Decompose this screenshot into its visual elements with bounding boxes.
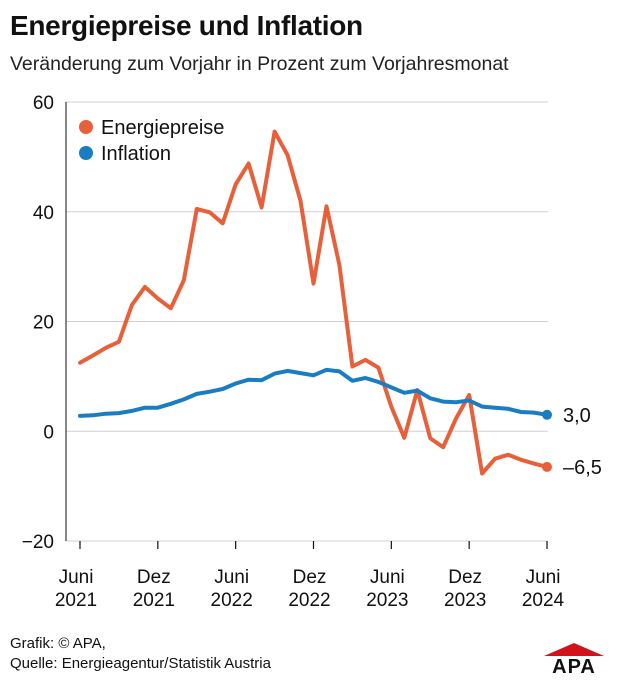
logo-roof-shape [544,643,604,656]
apa-logo: APA [544,643,604,674]
y-tick-label: 60 [33,93,54,114]
x-tick-label-year: 2022 [288,590,330,611]
series-lines [78,129,552,476]
credit-text: Grafik: © APA, [10,635,106,652]
legend-label: Inflation [101,143,171,165]
y-tick-label: 0 [43,422,54,443]
data-point [542,409,552,420]
x-tick-label-year: 2023 [366,590,408,611]
legend-marker [79,146,93,160]
x-tick-label-year: 2022 [211,590,253,611]
series-line-inflation [78,367,549,418]
chart-subtitle: Veränderung zum Vorjahr in Prozent zum V… [10,53,509,75]
x-tick-label: Dez [137,567,171,588]
end-label: 3,0 [563,405,591,427]
footer: Grafik: © APA, Quelle: Energieagentur/St… [10,634,271,674]
axes: 6040200−20Juni2021Dez2021Juni2022Dez2022… [22,93,565,611]
x-tick-label: Juni [59,567,94,588]
x-tick-label: Dez [293,567,327,588]
logo-text: APA [552,656,596,674]
end-labels: –6,5 3,0 [563,405,602,479]
legend: Energiepreise Inflation [79,117,224,165]
legend-marker [79,120,93,134]
x-tick-label: Dez [448,567,482,588]
x-tick-label-year: 2021 [133,590,175,611]
x-tick-label-year: 2024 [522,590,565,611]
data-point [542,461,552,472]
y-tick-label: 20 [33,313,54,334]
gridlines [66,101,548,542]
series-line-energiepreise [78,129,549,476]
line-chart: 6040200−20Juni2021Dez2021Juni2022Dez2022… [22,93,602,611]
y-tick-label: −20 [22,532,54,553]
x-tick-label: Juni [214,567,249,588]
end-label: –6,5 [563,457,602,479]
x-tick-label-year: 2021 [55,590,97,611]
x-tick-label: Juni [526,567,561,588]
y-tick-label: 40 [33,203,54,224]
chart-title: Energiepreise und Inflation [10,10,363,41]
legend-label: Energiepreise [101,117,224,139]
x-tick-label-year: 2023 [444,590,486,611]
x-tick-label: Juni [370,567,405,588]
source-text: Quelle: Energieagentur/Statistik Austria [10,655,271,672]
